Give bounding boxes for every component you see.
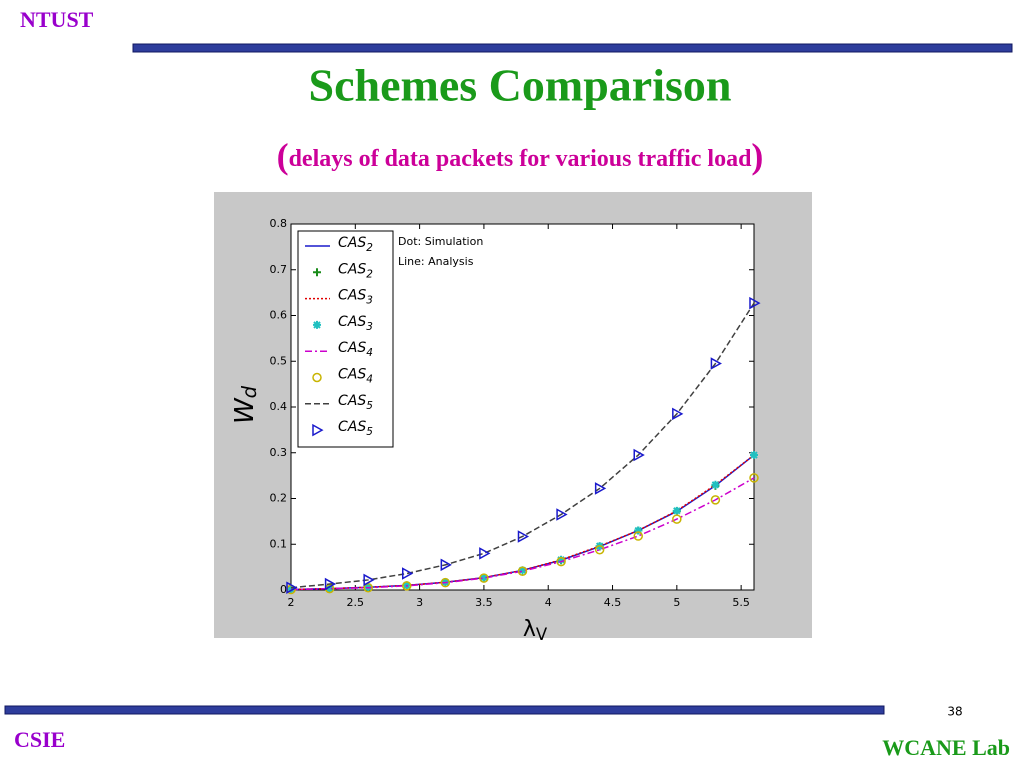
marker — [324, 577, 337, 591]
marker — [672, 514, 682, 524]
slide-title: Schemes Comparison — [309, 60, 732, 111]
y-axis-label: Wd — [230, 385, 261, 424]
marker — [594, 482, 607, 495]
org: NTUST — [20, 7, 94, 32]
marker — [749, 296, 761, 310]
y-tick-label: 0.2 — [270, 492, 288, 505]
x-tick-label: 4.5 — [604, 596, 622, 609]
legend-label: CAS4 — [338, 367, 373, 386]
legend-label: CAS3 — [338, 314, 373, 333]
y-tick-label: 0.6 — [270, 309, 288, 322]
legend-label: CAS2 — [338, 261, 373, 280]
x-tick-label: 2.5 — [347, 596, 365, 609]
bottom-bar — [4, 705, 885, 715]
slide-subtitle: (delays of data packets for various traf… — [277, 136, 764, 176]
marker — [440, 577, 451, 588]
marker — [402, 567, 414, 580]
y-tick-label: 0.7 — [270, 263, 288, 276]
marker — [363, 573, 375, 587]
y-tick-label: 0.3 — [270, 446, 288, 459]
marker — [401, 581, 412, 591]
marker — [633, 531, 644, 541]
legend-label: CAS3 — [338, 288, 373, 307]
legend-marker — [312, 372, 322, 383]
marker — [556, 508, 568, 521]
marker — [325, 584, 334, 593]
marker — [557, 555, 566, 564]
marker — [672, 506, 681, 515]
marker — [672, 407, 684, 421]
marker — [286, 581, 298, 594]
marker — [711, 480, 720, 489]
marker — [710, 357, 722, 370]
marker — [517, 530, 530, 543]
x-tick-label: 3 — [416, 596, 423, 609]
legend-label: CAS5 — [338, 419, 373, 438]
marker — [324, 583, 335, 594]
footer-right: WCANE Lab — [882, 735, 1010, 760]
y-tick-label: 0 — [280, 583, 287, 596]
y-tick-label: 0.4 — [270, 400, 288, 413]
footer-left: CSIE — [14, 727, 65, 752]
legend-marker — [312, 423, 324, 437]
x-tick-label: 3.5 — [475, 596, 493, 609]
annotation: Dot: Simulation — [398, 235, 483, 248]
marker — [594, 545, 605, 555]
marker — [479, 547, 491, 560]
legend-marker — [313, 268, 321, 277]
marker — [710, 495, 721, 505]
marker — [517, 566, 528, 576]
legend-label: CAS5 — [338, 393, 373, 412]
marker — [440, 558, 452, 572]
x-tick-label: 5.5 — [732, 596, 750, 609]
marker — [749, 473, 759, 483]
legend-label: CAS4 — [338, 340, 373, 359]
x-tick-label: 5 — [673, 596, 680, 609]
y-tick-label: 0.8 — [270, 217, 288, 230]
marker — [479, 573, 489, 583]
x-tick-label: 4 — [545, 596, 552, 609]
line — [290, 302, 755, 589]
line — [290, 477, 755, 591]
marker — [518, 566, 527, 575]
top-bar — [132, 43, 1013, 53]
page-number: 38 — [947, 705, 962, 719]
y-tick-label: 0.5 — [270, 354, 288, 367]
marker — [750, 451, 758, 460]
legend-marker — [313, 320, 321, 329]
marker — [634, 526, 643, 535]
y-tick-label: 0.1 — [270, 537, 288, 550]
legend — [297, 230, 394, 448]
marker — [556, 556, 566, 567]
marker — [633, 448, 645, 462]
marker — [479, 573, 488, 582]
x-tick-label: 2 — [288, 596, 295, 609]
annotation: Line: Analysis — [398, 255, 474, 268]
legend-label: CAS2 — [338, 235, 373, 254]
x-axis-label: λV — [523, 617, 548, 644]
